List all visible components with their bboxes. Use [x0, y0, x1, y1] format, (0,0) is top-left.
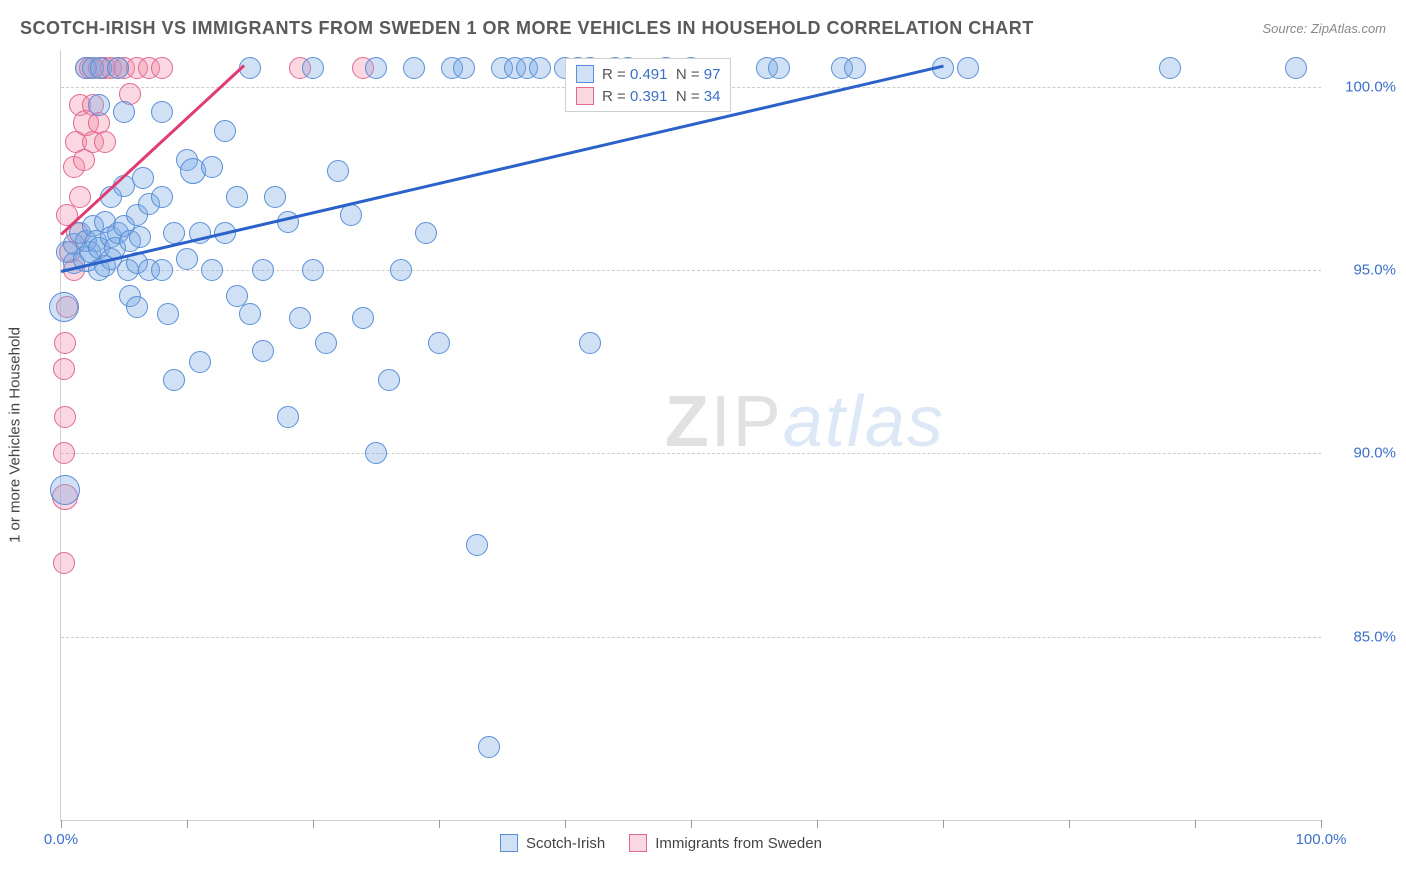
series-legend: Scotch-Irish Immigrants from Sweden	[500, 832, 822, 854]
series-legend-item: Scotch-Irish	[500, 832, 605, 854]
data-point	[252, 340, 274, 362]
data-point	[126, 296, 148, 318]
data-point	[289, 307, 311, 329]
plot-area: 85.0%90.0%95.0%100.0%0.0%100.0%	[60, 50, 1321, 821]
data-point	[365, 57, 387, 79]
data-point	[214, 120, 236, 142]
legend-row: R = 0.391 N = 34	[576, 85, 720, 107]
x-tick	[943, 820, 944, 828]
data-point	[315, 332, 337, 354]
data-point	[529, 57, 551, 79]
legend-row: R = 0.491 N = 97	[576, 63, 720, 85]
data-point	[69, 186, 91, 208]
data-point	[277, 406, 299, 428]
data-point	[129, 226, 151, 248]
gridline	[61, 270, 1321, 271]
x-tick	[1069, 820, 1070, 828]
data-point	[226, 186, 248, 208]
data-point	[201, 259, 223, 281]
data-point	[201, 156, 223, 178]
gridline	[61, 453, 1321, 454]
data-point	[239, 303, 261, 325]
legend-swatch	[629, 834, 647, 852]
data-point	[478, 736, 500, 758]
data-point	[151, 101, 173, 123]
x-tick	[1195, 820, 1196, 828]
data-point	[113, 101, 135, 123]
data-point	[466, 534, 488, 556]
correlation-legend: R = 0.491 N = 97 R = 0.391 N = 34	[565, 58, 731, 112]
data-point	[428, 332, 450, 354]
y-tick-label: 90.0%	[1326, 445, 1396, 462]
y-tick-label: 95.0%	[1326, 262, 1396, 279]
source-label: Source: ZipAtlas.com	[1262, 21, 1386, 36]
y-tick-label: 85.0%	[1326, 628, 1396, 645]
gridline	[61, 637, 1321, 638]
data-point	[378, 369, 400, 391]
data-point	[957, 57, 979, 79]
data-point	[453, 57, 475, 79]
data-point	[53, 442, 75, 464]
x-tick	[313, 820, 314, 828]
data-point	[53, 358, 75, 380]
legend-swatch	[576, 65, 594, 83]
data-point	[132, 167, 154, 189]
data-point	[94, 131, 116, 153]
legend-stat: R = 0.491 N = 97	[602, 66, 720, 83]
data-point	[157, 303, 179, 325]
data-point	[302, 259, 324, 281]
data-point	[403, 57, 425, 79]
y-tick-label: 100.0%	[1326, 78, 1396, 95]
data-point	[54, 332, 76, 354]
data-point	[264, 186, 286, 208]
x-tick	[691, 820, 692, 828]
data-point	[107, 57, 129, 79]
data-point	[53, 552, 75, 574]
x-tick-label: 0.0%	[44, 831, 78, 848]
data-point	[49, 292, 79, 322]
legend-swatch	[576, 87, 594, 105]
data-point	[352, 307, 374, 329]
data-point	[365, 442, 387, 464]
data-point	[1285, 57, 1307, 79]
data-point	[340, 204, 362, 226]
x-tick	[565, 820, 566, 828]
data-point	[1159, 57, 1181, 79]
data-point	[151, 259, 173, 281]
x-tick-label: 100.0%	[1296, 831, 1347, 848]
data-point	[579, 332, 601, 354]
x-tick	[187, 820, 188, 828]
data-point	[151, 57, 173, 79]
data-point	[415, 222, 437, 244]
legend-swatch	[500, 834, 518, 852]
x-tick	[439, 820, 440, 828]
data-point	[88, 94, 110, 116]
data-point	[163, 369, 185, 391]
x-tick	[817, 820, 818, 828]
data-point	[768, 57, 790, 79]
legend-stat: R = 0.391 N = 34	[602, 88, 720, 105]
data-point	[189, 351, 211, 373]
data-point	[151, 186, 173, 208]
data-point	[54, 406, 76, 428]
data-point	[302, 57, 324, 79]
series-name: Scotch-Irish	[526, 835, 605, 852]
y-axis-title: 1 or more Vehicles in Household	[7, 327, 24, 543]
data-point	[252, 259, 274, 281]
x-tick	[61, 820, 62, 828]
data-point	[844, 57, 866, 79]
x-tick	[1321, 820, 1322, 828]
data-point	[390, 259, 412, 281]
data-point	[327, 160, 349, 182]
series-name: Immigrants from Sweden	[655, 835, 822, 852]
series-legend-item: Immigrants from Sweden	[629, 832, 822, 854]
data-point	[176, 248, 198, 270]
data-point	[50, 475, 80, 505]
chart-title: SCOTCH-IRISH VS IMMIGRANTS FROM SWEDEN 1…	[20, 18, 1034, 39]
